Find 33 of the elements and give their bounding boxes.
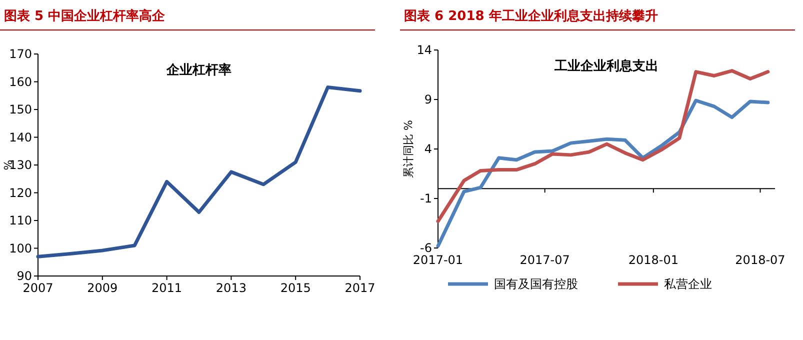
y-tick-label: 170 <box>9 47 32 61</box>
y-tick-label: 4 <box>424 142 432 156</box>
y-tick-label: 100 <box>9 241 32 256</box>
y-tick-label: -1 <box>420 192 432 206</box>
legend-label: 国有及国有控股 <box>494 277 578 291</box>
x-tick-label: 2007 <box>22 281 54 295</box>
text: 工业企业利息支出 <box>554 58 658 74</box>
y-axis-title: 累计同比 % <box>402 120 415 178</box>
y-tick-label: 160 <box>9 74 32 89</box>
y-tick-label: 120 <box>9 186 32 200</box>
x-tick-label: 2011 <box>152 281 182 295</box>
x-tick-label: 2018-07 <box>735 253 786 267</box>
y-tick-label: 130 <box>9 158 32 172</box>
x-tick-label: 2015 <box>280 281 311 295</box>
x-tick-label: 2017-07 <box>520 253 570 267</box>
chart-title: 图表 6 2018 年工业企业利息支出持续攀升 <box>404 8 658 24</box>
x-tick-label: 2009 <box>87 281 118 295</box>
line-series <box>36 86 362 258</box>
x-tick-label: 2017 <box>344 281 376 295</box>
y-tick-label: -6 <box>420 241 432 255</box>
y-tick-label: 90 <box>16 269 32 283</box>
chart-title: 图表 5 中国企业杠杆率高企 <box>4 8 166 24</box>
legend-label: 私营企业 <box>664 277 712 291</box>
line-series <box>436 98 770 248</box>
text: 企业杠杆率 <box>166 62 232 78</box>
y-tick-label: 150 <box>9 102 32 116</box>
x-tick-label: 2017-01 <box>412 253 464 267</box>
y-tick-label: 9 <box>424 92 432 106</box>
x-tick-label: 2018-01 <box>628 253 678 267</box>
x-tick-label: 2013 <box>216 281 246 295</box>
y-tick-label: 140 <box>9 130 32 144</box>
y-tick-label: 14 <box>416 43 432 57</box>
y-tick-label: 110 <box>9 214 32 228</box>
